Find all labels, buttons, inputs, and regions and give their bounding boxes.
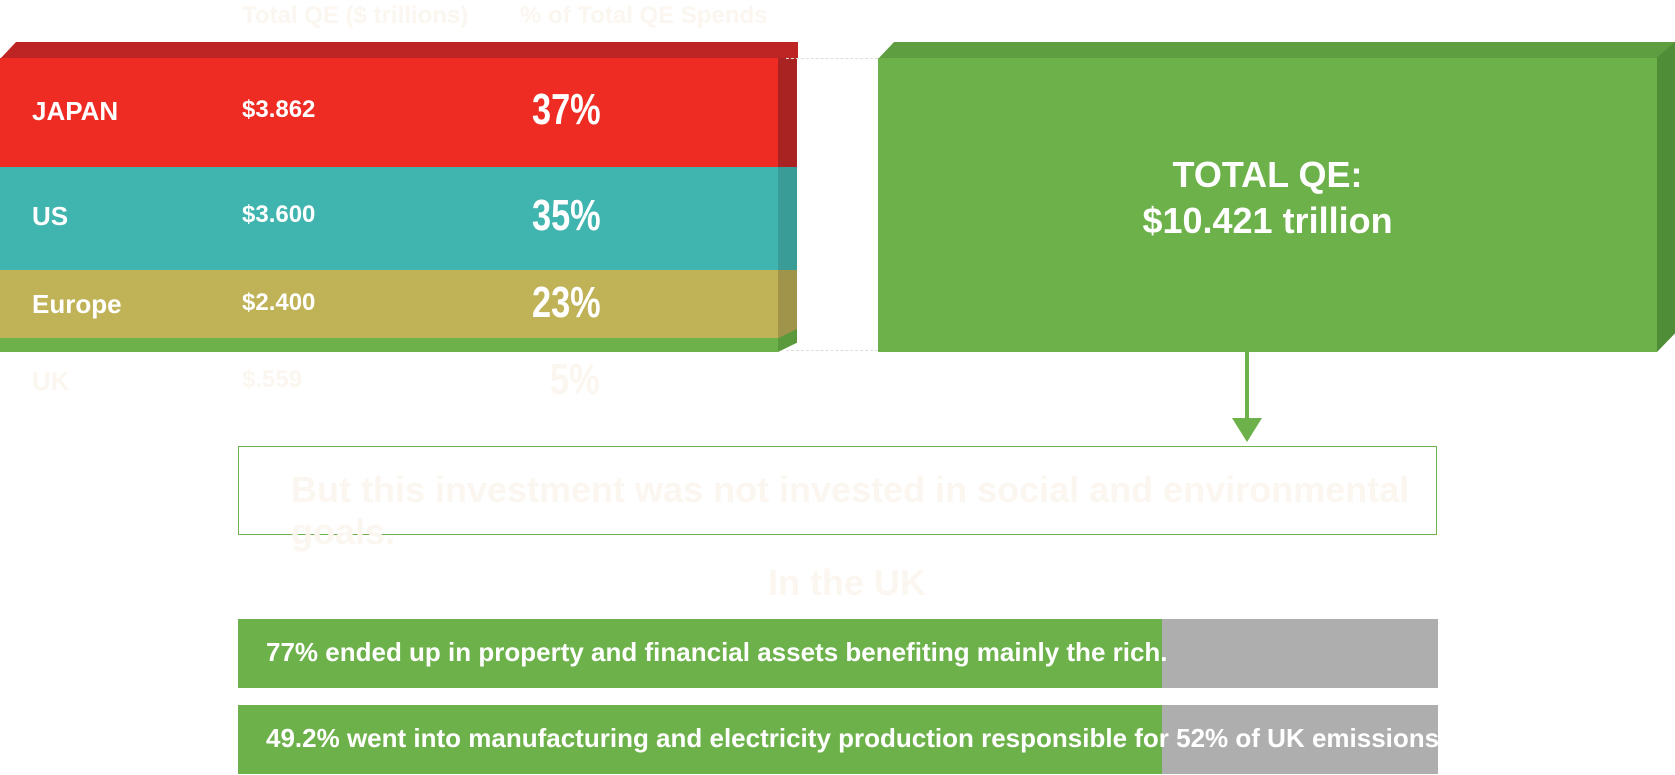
- total-box-top-edge: [878, 42, 1675, 59]
- uk-bar-text: 77% ended up in property and financial a…: [266, 637, 1168, 667]
- table-row-uk-strip: [0, 338, 778, 352]
- investment-note-text: But this investment was not invested in …: [291, 469, 1410, 552]
- uk-amount: $.559: [242, 366, 303, 393]
- row-amount: $3.862: [242, 96, 316, 123]
- row-side-face: [778, 167, 797, 270]
- uk-bar-property: 77% ended up in property and financial a…: [238, 619, 1438, 688]
- investment-note-box: But this investment was not invested in …: [238, 446, 1437, 552]
- uk-percent: 5%: [550, 355, 600, 404]
- row-side-face: [778, 58, 797, 167]
- uk-bar-fill: [238, 705, 1162, 774]
- connector-line-top: [786, 58, 878, 59]
- col-header-percent: % of Total QE Spends: [520, 2, 768, 29]
- uk-country: UK: [32, 366, 70, 396]
- row-percent: 35%: [532, 191, 601, 240]
- total-qe-value: $10.421 trillion: [1142, 200, 1393, 241]
- row-side-face: [778, 270, 797, 338]
- table-row-japan: JAPAN $3.862 37%: [0, 58, 797, 167]
- row-amount: $3.600: [242, 201, 316, 228]
- row-country: JAPAN: [32, 96, 119, 126]
- row-country: US: [32, 201, 69, 231]
- col-header-total-qe: Total QE ($ trillions): [242, 2, 469, 29]
- row-amount: $2.400: [242, 289, 316, 316]
- row-percent: 37%: [532, 85, 601, 134]
- total-box-side-face: [1657, 42, 1675, 352]
- total-qe-label: TOTAL QE:: [1172, 154, 1363, 195]
- row-percent: 23%: [532, 278, 601, 327]
- table-row-us: US $3.600 35%: [0, 167, 797, 270]
- uk-bar-fill: [238, 619, 1162, 688]
- arrow-shaft: [1245, 352, 1249, 420]
- connector-line-bottom: [786, 350, 878, 351]
- row-country: Europe: [32, 289, 122, 319]
- total-qe-box: TOTAL QE: $10.421 trillion: [878, 58, 1657, 352]
- table-row-europe: Europe $2.400 23%: [0, 270, 797, 338]
- uk-bar-text: 49.2% went into manufacturing and electr…: [266, 723, 1447, 753]
- uk-section-title: In the UK: [768, 562, 926, 603]
- arrow-down-icon: [1232, 418, 1262, 442]
- uk-bar-manufacturing: 49.2% went into manufacturing and electr…: [238, 705, 1446, 774]
- table-top-edge: [0, 42, 798, 59]
